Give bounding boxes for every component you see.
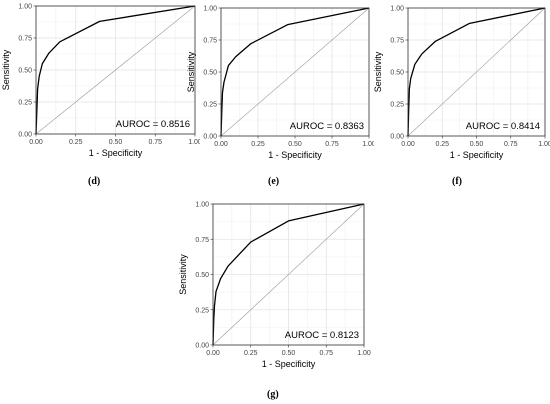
reference-diagonal xyxy=(407,7,546,137)
x-axis-title: 1 - Specificity xyxy=(262,359,316,369)
auroc-annotation: AUROC = 0.8363 xyxy=(290,121,364,132)
y-tick-label: 0.25 xyxy=(18,100,32,107)
y-tick-label: 1.00 xyxy=(18,4,32,11)
x-axis-title: 1 - Specificity xyxy=(268,150,322,160)
y-tick-label: 0.25 xyxy=(195,307,209,314)
x-tick-label: 0.50 xyxy=(288,141,302,148)
x-tick-label: 0.00 xyxy=(206,350,220,357)
y-tick-label: 0.00 xyxy=(390,134,404,141)
x-tick-label: 1.00 xyxy=(188,139,200,146)
reference-diagonal xyxy=(212,203,365,346)
x-tick-label: 0.25 xyxy=(244,350,258,357)
x-tick-label: 0.25 xyxy=(69,139,83,146)
y-axis-title: Sensitivity xyxy=(186,51,196,92)
roc-chart-g: 0.00 0.25 0.50 0.75 1.00 0.00 0.25 0.50 0.75 1.00… xyxy=(178,202,371,370)
x-tick-label: 0.00 xyxy=(214,141,228,148)
panel-label-f: (f) xyxy=(452,176,462,187)
x-tick-label: 0.75 xyxy=(319,350,333,357)
x-axis-title: 1 - Specificity xyxy=(89,148,143,158)
y-tick-label: 0.50 xyxy=(195,272,209,279)
roc-chart-e: 0.00 0.25 0.50 0.75 1.000.000.250.500.751.00… xyxy=(186,6,374,161)
y-tick-label: 1.00 xyxy=(195,202,209,209)
x-tick-label: 0.50 xyxy=(109,139,123,146)
panel-label-e: (e) xyxy=(268,176,280,187)
y-tick-label: 1.00 xyxy=(203,6,217,13)
reference-diagonal xyxy=(220,7,370,137)
x-tick-label: 0.50 xyxy=(282,350,296,357)
y-tick-label: 0.25 xyxy=(390,102,404,109)
y-tick-label: 0.50 xyxy=(18,68,32,75)
roc-chart-f: 0.00 0.25 0.50 0.75 1.00 0.00 0.25 0.50 0.75 1.00… xyxy=(373,6,550,161)
x-tick-label: 0.25 xyxy=(435,141,449,148)
panel-label-d: (d) xyxy=(88,176,101,187)
x-tick-label: 0.75 xyxy=(148,139,162,146)
y-tick-label: 0.00 xyxy=(195,343,209,350)
y-axis-title: Sensitivity xyxy=(1,49,11,90)
x-tick-label: 1.00 xyxy=(362,141,374,148)
roc-chart-d: 0.00 0.25 0.50 0.75 1.00 0.00 0.25 0.50 0.75 1.00… xyxy=(1,4,200,159)
auroc-annotation: AUROC = 0.8414 xyxy=(466,121,540,132)
x-tick-label: 1.00 xyxy=(538,141,550,148)
y-tick-label: 0.50 xyxy=(203,70,217,77)
x-tick-label: 0.50 xyxy=(470,141,484,148)
x-tick-label: 0.00 xyxy=(401,141,415,148)
x-tick-label: 0.75 xyxy=(325,141,339,148)
x-tick-label: 0.00 xyxy=(29,139,43,146)
y-tick-label: 0.00 xyxy=(203,134,217,141)
y-tick-label: 1.00 xyxy=(390,6,404,13)
auroc-annotation: AUROC = 0.8123 xyxy=(285,330,359,341)
x-tick-label: 0.25 xyxy=(251,141,265,148)
x-tick-label: 1.00 xyxy=(357,350,371,357)
y-axis-title: Sensitivity xyxy=(373,51,383,92)
y-tick-label: 0.00 xyxy=(18,132,32,139)
y-tick-label: 0.25 xyxy=(203,102,217,109)
auroc-annotation: AUROC = 0.8516 xyxy=(116,119,190,130)
y-tick-label: 0.75 xyxy=(390,38,404,45)
x-tick-label: 0.75 xyxy=(504,141,518,148)
y-tick-label: 0.75 xyxy=(195,237,209,244)
y-tick-label: 0.75 xyxy=(18,36,32,43)
y-tick-label: 0.75 xyxy=(203,38,217,45)
x-axis-title: 1 - Specificity xyxy=(450,150,504,160)
y-axis-title: Sensitivity xyxy=(178,254,188,295)
panel-label-g: (g) xyxy=(267,389,279,400)
reference-diagonal xyxy=(35,5,196,135)
y-tick-label: 0.50 xyxy=(390,70,404,77)
